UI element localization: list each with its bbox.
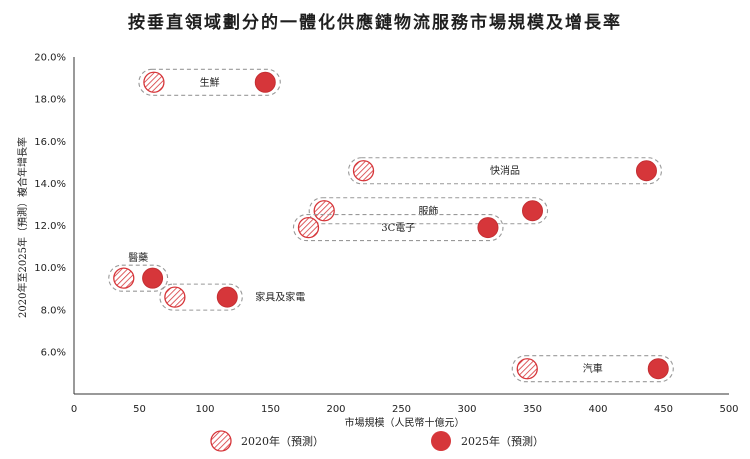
y-tick-label: 6.0% — [41, 347, 66, 358]
category-label: 生鮮 — [200, 76, 220, 89]
category-group: 服飾 — [308, 197, 549, 225]
category-group: 汽車 — [511, 355, 674, 383]
y-tick-label: 12.0% — [34, 221, 66, 232]
category-label: 醫藥 — [128, 252, 148, 264]
category-label: 服飾 — [418, 204, 438, 217]
x-tick-label: 250 — [392, 404, 411, 415]
y-axis-title: 2020年至2025年（預測）複合年增長率 — [16, 137, 29, 318]
category-bracket — [138, 68, 281, 96]
x-tick-label: 500 — [719, 404, 738, 415]
x-tick-label: 300 — [457, 404, 476, 415]
category-bracket — [292, 214, 504, 242]
x-axis-title: 市場規模（人民幣十億元） — [345, 416, 465, 429]
category-group: 快消品 — [347, 157, 663, 185]
y-tick-label: 18.0% — [34, 95, 66, 106]
category-bracket — [108, 264, 169, 292]
point-2020 — [143, 71, 165, 93]
x-tick-label: 150 — [261, 404, 280, 415]
x-tick-label: 200 — [326, 404, 345, 415]
legend-item: 2020年（預測） — [210, 430, 324, 452]
category-label: 3C電子 — [381, 222, 415, 234]
legend-item: 2025年（預測） — [431, 431, 544, 451]
axes: 0 50 100 150 200 250 300 350 400 450 500 6.0% 8.0% 10… — [16, 53, 739, 430]
point-2025 — [216, 286, 238, 308]
point-2020 — [113, 267, 135, 289]
point-2025 — [477, 217, 499, 239]
category-label: 家具及家電 — [255, 291, 305, 304]
point-2020 — [516, 358, 538, 380]
category-bracket — [159, 283, 243, 311]
point-2025 — [142, 267, 164, 289]
point-2020 — [297, 216, 320, 239]
x-tick-label: 50 — [133, 404, 146, 415]
category-group: 醫藥 — [108, 252, 169, 292]
x-tick-label: 400 — [588, 404, 607, 415]
legend-label: 2025年（預測） — [461, 434, 544, 448]
category-group: 家具及家電 — [159, 283, 305, 311]
x-tick-label: 450 — [654, 404, 673, 415]
chart-title: 按垂直領域劃分的一體化供應鏈物流服務市場規模及增長率 — [128, 13, 622, 33]
point-2020 — [313, 200, 335, 222]
point-2025 — [635, 160, 657, 182]
y-tick-label: 8.0% — [41, 305, 66, 316]
y-tick-label: 14.0% — [34, 179, 66, 190]
category-label: 汽車 — [583, 362, 603, 375]
legend: 2020年（預測） 2025年（預測） — [210, 430, 544, 452]
legend-marker-solid — [431, 431, 451, 451]
y-tick-label: 10.0% — [34, 263, 66, 274]
legend-label: 2020年（預測） — [241, 434, 324, 448]
category-bracket — [511, 355, 674, 383]
x-tick-label: 0 — [71, 404, 77, 415]
point-2025 — [647, 358, 669, 380]
y-tick-label: 16.0% — [34, 137, 66, 148]
legend-marker-hatched — [210, 430, 232, 452]
category-label: 快消品 — [490, 164, 520, 177]
y-tick-label: 20.0% — [34, 53, 66, 64]
x-tick-label: 100 — [195, 404, 214, 415]
category-bracket — [308, 197, 549, 225]
category-bracket — [347, 157, 663, 185]
x-tick-label: 350 — [523, 404, 542, 415]
category-group: 3C電子 — [292, 214, 504, 242]
point-2025 — [522, 200, 543, 222]
point-2020 — [164, 286, 186, 308]
category-group: 生鮮 — [138, 68, 281, 96]
point-2025 — [254, 71, 276, 93]
point-2020 — [352, 160, 375, 182]
